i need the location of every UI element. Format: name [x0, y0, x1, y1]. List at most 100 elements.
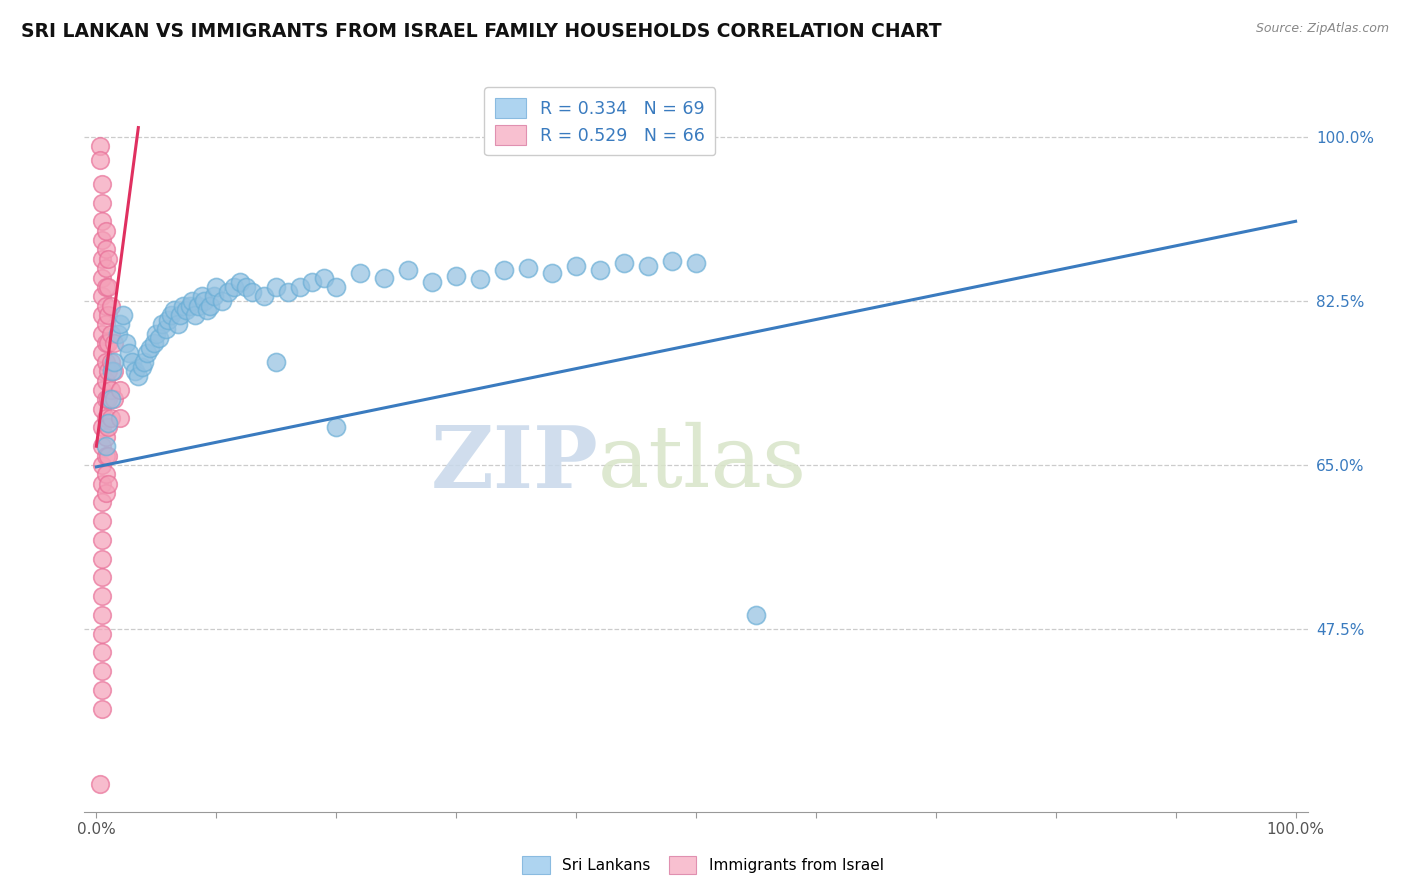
Point — [91, 214, 114, 228]
Point — [131, 359, 153, 374]
Point — [97, 252, 120, 266]
Point — [91, 308, 114, 322]
Point — [115, 336, 138, 351]
Point — [94, 486, 117, 500]
Point — [91, 383, 114, 397]
Point — [94, 280, 117, 294]
Text: ZIP: ZIP — [430, 422, 598, 506]
Point — [94, 318, 117, 332]
Point — [396, 263, 419, 277]
Point — [613, 256, 636, 270]
Point — [91, 439, 114, 453]
Point — [325, 420, 347, 434]
Point — [134, 355, 156, 369]
Point — [200, 299, 222, 313]
Point — [91, 252, 114, 266]
Point — [183, 308, 205, 322]
Point — [97, 364, 120, 378]
Point — [91, 364, 114, 378]
Point — [444, 268, 467, 283]
Point — [89, 776, 111, 790]
Point — [468, 272, 491, 286]
Point — [97, 280, 120, 294]
Point — [91, 420, 114, 434]
Point — [94, 374, 117, 388]
Point — [103, 336, 125, 351]
Point — [745, 607, 768, 622]
Point — [94, 449, 117, 463]
Point — [97, 476, 120, 491]
Point — [100, 299, 122, 313]
Point — [193, 293, 215, 308]
Point — [235, 280, 257, 294]
Point — [91, 607, 114, 622]
Point — [202, 289, 225, 303]
Point — [89, 139, 111, 153]
Point — [94, 439, 117, 453]
Point — [94, 467, 117, 482]
Point — [139, 341, 162, 355]
Point — [157, 312, 180, 326]
Point — [94, 411, 117, 425]
Point — [685, 256, 707, 270]
Point — [103, 355, 125, 369]
Point — [91, 664, 114, 678]
Point — [91, 682, 114, 697]
Point — [565, 260, 588, 274]
Point — [91, 626, 114, 640]
Point — [101, 364, 124, 378]
Point — [211, 293, 233, 308]
Point — [349, 266, 371, 280]
Point — [169, 308, 191, 322]
Point — [100, 383, 122, 397]
Point — [541, 266, 564, 280]
Point — [150, 318, 173, 332]
Point — [97, 392, 120, 407]
Point — [142, 336, 165, 351]
Point — [107, 326, 129, 341]
Point — [97, 420, 120, 434]
Point — [187, 299, 209, 313]
Point — [97, 336, 120, 351]
Point — [277, 285, 299, 299]
Point — [100, 326, 122, 341]
Point — [91, 514, 114, 528]
Point — [121, 355, 143, 369]
Point — [94, 430, 117, 444]
Point — [94, 392, 117, 407]
Point — [100, 411, 122, 425]
Point — [94, 243, 117, 257]
Point — [240, 285, 263, 299]
Point — [91, 570, 114, 584]
Point — [94, 299, 117, 313]
Point — [264, 355, 287, 369]
Point — [91, 233, 114, 247]
Point — [290, 280, 312, 294]
Point — [301, 275, 323, 289]
Point — [224, 280, 246, 294]
Point — [179, 299, 201, 313]
Text: Source: ZipAtlas.com: Source: ZipAtlas.com — [1256, 22, 1389, 36]
Point — [91, 401, 114, 416]
Point — [661, 253, 683, 268]
Point — [100, 355, 122, 369]
Point — [205, 280, 228, 294]
Legend: Sri Lankans, Immigrants from Israel: Sri Lankans, Immigrants from Israel — [516, 850, 890, 880]
Point — [145, 326, 167, 341]
Point — [217, 285, 239, 299]
Point — [91, 345, 114, 359]
Point — [167, 318, 190, 332]
Point — [155, 322, 177, 336]
Point — [89, 153, 111, 168]
Point — [420, 275, 443, 289]
Point — [91, 177, 114, 191]
Point — [148, 331, 170, 345]
Point — [91, 589, 114, 603]
Legend: R = 0.334   N = 69, R = 0.529   N = 66: R = 0.334 N = 69, R = 0.529 N = 66 — [485, 87, 716, 155]
Point — [91, 551, 114, 566]
Point — [94, 355, 117, 369]
Point — [91, 195, 114, 210]
Point — [124, 364, 146, 378]
Point — [91, 326, 114, 341]
Point — [229, 275, 252, 289]
